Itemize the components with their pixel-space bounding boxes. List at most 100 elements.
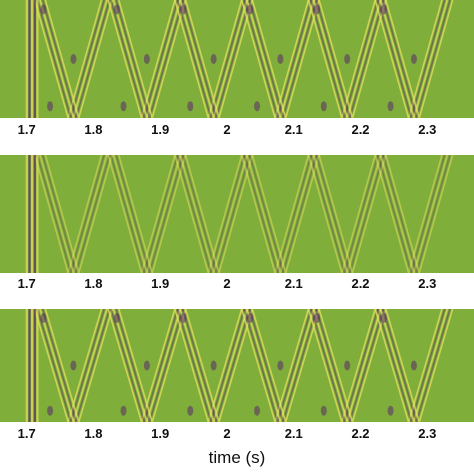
- x-tick-label: 1.7: [17, 426, 36, 441]
- interference-blob: [47, 405, 54, 416]
- x-tick-label: 1.8: [84, 426, 103, 441]
- wavefront-3: [182, 155, 251, 273]
- onset-stripe: [28, 155, 31, 273]
- onset-stripe: [33, 155, 36, 273]
- wavefront-3: [182, 0, 251, 118]
- wavefront-3: [179, 155, 248, 273]
- wavefront-3: [176, 0, 246, 118]
- wavefront-5: [313, 155, 382, 273]
- wavefront-3: [176, 309, 246, 422]
- x-ticks-panel-2: 1.7 1.8 1.9 2 2.1 2.2 2.3: [0, 276, 474, 294]
- wavefront-2: [115, 0, 184, 118]
- x-ticks-panel-1: 1.7 1.8 1.9 2 2.1 2.2 2.3: [0, 122, 474, 140]
- onset-stripe: [28, 0, 31, 118]
- wavefront-4: [240, 309, 310, 422]
- interference-blob: [247, 313, 254, 324]
- interference-blob: [387, 101, 394, 112]
- interference-blob: [314, 4, 321, 15]
- interference-blob: [113, 4, 120, 15]
- wavefront-4: [246, 0, 315, 118]
- onset-stripe: [31, 309, 34, 422]
- wavefront-4: [243, 155, 312, 273]
- x-tick-label: 1.9: [151, 122, 170, 137]
- x-tick-label: 2.2: [351, 122, 370, 137]
- wavefront-3: [174, 309, 243, 422]
- wavefront-1: [39, 155, 108, 273]
- wavefront-4: [246, 155, 315, 273]
- wavefront-5: [307, 309, 376, 422]
- x-tick-label: 2.3: [418, 426, 437, 441]
- wavefront-1: [36, 309, 105, 422]
- interference-blob: [247, 4, 254, 15]
- wavefront-4: [248, 155, 318, 273]
- wavefront-1: [33, 0, 103, 118]
- wavefront-4: [248, 0, 318, 118]
- wavefront-5: [307, 155, 376, 273]
- wavefront-1: [41, 155, 111, 273]
- wavefront-2: [112, 309, 182, 422]
- wavefront-4: [251, 309, 320, 422]
- heatmap-panel-2: [0, 155, 474, 273]
- wavefront-2: [118, 155, 187, 273]
- panel-1: 1.7 1.8 1.9 2 2.1 2.2 2.3: [0, 0, 474, 140]
- wavefront-2: [115, 309, 184, 422]
- wavefront-5: [318, 0, 387, 118]
- interference-blob: [120, 405, 127, 416]
- wavefront-5: [315, 309, 384, 422]
- x-tick-label: 2.1: [284, 276, 303, 291]
- wavefront-3: [176, 155, 246, 273]
- wavefront-5: [315, 0, 384, 118]
- wavefront-5: [310, 155, 379, 273]
- wavefront-6: [377, 155, 446, 273]
- wavefront-6: [382, 309, 451, 422]
- wavefront-3: [174, 155, 243, 273]
- x-tick-label: 1.8: [84, 276, 103, 291]
- interference-blob: [187, 101, 194, 112]
- wavefront-5: [313, 309, 382, 422]
- wavefront-1: [41, 309, 111, 422]
- x-tick-label: 2: [223, 426, 231, 441]
- x-tick-label: 2.1: [284, 426, 303, 441]
- wavefront-6: [377, 309, 446, 422]
- interference-blob: [113, 313, 120, 324]
- wavefront-1: [44, 0, 113, 118]
- wavefront-4: [246, 309, 315, 422]
- interference-blob: [254, 101, 261, 112]
- onset-stripe: [33, 0, 36, 118]
- interference-blob: [380, 313, 387, 324]
- heatmap-panel-3: [0, 309, 474, 422]
- wavefront-2: [110, 155, 179, 273]
- wavefront-4: [240, 155, 310, 273]
- wavefront-4: [251, 155, 320, 273]
- wavefront-1: [39, 0, 108, 118]
- wavefront-5: [310, 0, 379, 118]
- onset-stripe: [33, 309, 36, 422]
- onset-stripe: [28, 309, 31, 422]
- onset-stripe: [25, 0, 28, 118]
- interference-blob: [344, 360, 351, 371]
- heatmap-panel-1: [0, 0, 474, 118]
- wavefront-6: [379, 309, 449, 422]
- x-tick-label: 2.2: [351, 276, 370, 291]
- interference-blob: [40, 4, 47, 15]
- wavefront-6: [382, 0, 451, 118]
- onset-stripe: [36, 309, 39, 422]
- wavefront-3: [184, 0, 254, 118]
- panel-3: 1.7 1.8 1.9 2 2.1 2.2 2.3: [0, 309, 474, 449]
- wavefront-6: [385, 155, 454, 273]
- x-tick-label: 1.7: [17, 276, 36, 291]
- wavefront-2: [118, 309, 187, 422]
- wavefront-4: [251, 0, 320, 118]
- interference-blob: [187, 405, 194, 416]
- interference-blob: [277, 360, 284, 371]
- interference-blob: [180, 4, 187, 15]
- interference-blob: [277, 54, 284, 64]
- onset-stripe: [25, 309, 28, 422]
- interference-blob: [320, 405, 327, 416]
- wavefront-6: [374, 309, 443, 422]
- wavefront-1: [41, 0, 111, 118]
- interference-blob: [380, 4, 387, 15]
- wavefront-4: [240, 0, 310, 118]
- interference-blob: [410, 54, 417, 64]
- interference-blob: [410, 360, 417, 371]
